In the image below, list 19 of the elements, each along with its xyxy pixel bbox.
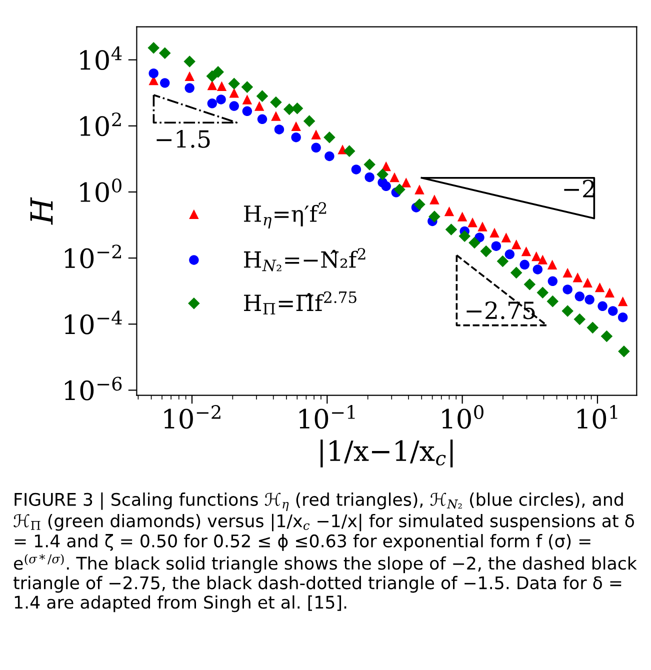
y-tick-label: 10$^{−2}$ [64,244,121,268]
x-axis-title: |1/x−1/x$_{c}$| [320,440,453,468]
x-tick-label: 10$^{0}$ [442,405,484,429]
annotation: −2.75 [466,301,535,320]
legend-label: H$_{η}$=η′f$^{2}$ [244,202,326,228]
y-tick-label: 10$^{−4}$ [64,310,122,334]
legend-label: H$_{N₂}$=−N̂₂f$^{2}$ [244,248,366,272]
x-tick-label: 10$^{1}$ [577,405,618,429]
x-tick-label: 10$^{−1}$ [299,405,355,429]
annotation: −1.5 [156,130,210,148]
x-tick-label: 10$^{−2}$ [164,405,220,429]
y-tick-label: 10$^{4}$ [80,46,122,70]
legend-label: H$_{Π}$=Π̂f$^{2.75}$ [244,291,356,314]
text: FIGURE 3 | Scaling functions ℋ$_{η}$ (red triangles), ℋ$_{N₂}$ (blue circles), and ℋ$_{Π}$ (green diamonds) versus |1/x$_{c}$ −1/x| for simulated suspensions at δ = 1.4 and ζ = 0.50 for 0.52 ≤ ϕ ≤0.63 for exponential form f (σ) = e$^{(σ*/σ)}$. The black solid triangle shows the slope of −2, the dashed black triangle of −2.75, the black dash-dotted triangle of −1.5. Data for δ = 1.4 are adapted from Singh et al. [15]. [13,492,637,612]
y-tick-label: 10$^{0}$ [80,178,122,202]
y-tick-label: 10$^{2}$ [80,112,121,136]
y-axis-title: H [30,197,53,225]
annotation: −2 [564,180,594,198]
y-tick-label: 10$^{−6}$ [64,376,122,400]
